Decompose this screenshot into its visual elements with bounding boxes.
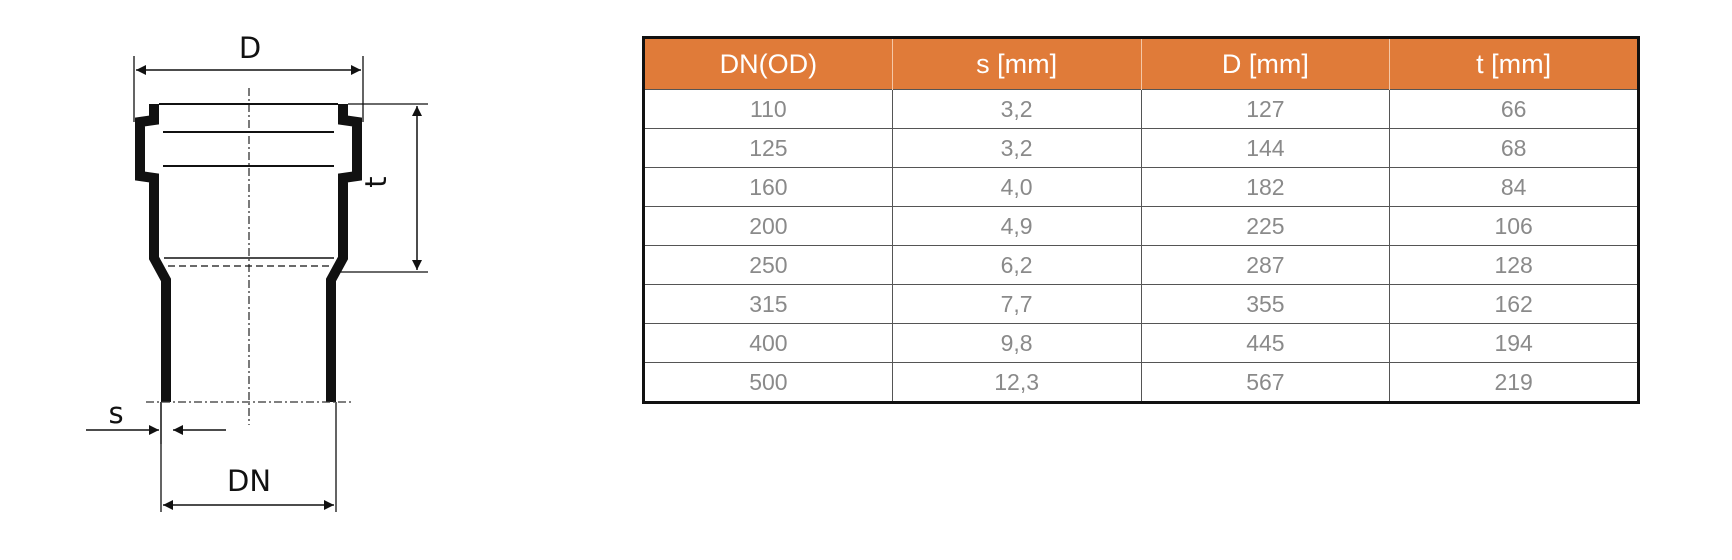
table-row: 125 3,2 144 68 bbox=[643, 128, 1639, 168]
header-wall-thickness: s [mm] bbox=[891, 37, 1141, 90]
cell-t: 194 bbox=[1389, 323, 1639, 363]
pipe-left-wall bbox=[135, 104, 171, 402]
d-label: D bbox=[239, 31, 261, 65]
cell-dn: 160 bbox=[643, 167, 893, 207]
cell-s: 4,9 bbox=[891, 206, 1141, 246]
t-label: t bbox=[359, 176, 393, 187]
cell-d: 127 bbox=[1140, 89, 1390, 129]
cell-dn: 125 bbox=[643, 128, 893, 168]
cell-t: 84 bbox=[1389, 167, 1639, 207]
cell-d: 355 bbox=[1140, 284, 1390, 324]
cell-d: 287 bbox=[1140, 245, 1390, 285]
pipe-dimensions-table: DN(OD) s [mm] D [mm] t [mm] 110 3,2 127 … bbox=[642, 36, 1640, 404]
table-row: 500 12,3 567 219 bbox=[643, 362, 1639, 403]
cell-s: 7,7 bbox=[891, 284, 1141, 324]
table-row: 200 4,9 225 106 bbox=[643, 206, 1639, 246]
table-row: 250 6,2 287 128 bbox=[643, 245, 1639, 285]
cell-d: 182 bbox=[1140, 167, 1390, 207]
header-dn-od: DN(OD) bbox=[643, 37, 893, 90]
table-header-row: DN(OD) s [mm] D [mm] t [mm] bbox=[643, 37, 1639, 90]
header-outer-diameter: D [mm] bbox=[1140, 37, 1390, 90]
cell-s: 3,2 bbox=[891, 89, 1141, 129]
cell-s: 3,2 bbox=[891, 128, 1141, 168]
cell-s: 9,8 bbox=[891, 323, 1141, 363]
cell-d: 567 bbox=[1140, 362, 1390, 403]
cell-dn: 200 bbox=[643, 206, 893, 246]
cell-d: 225 bbox=[1140, 206, 1390, 246]
cell-s: 12,3 bbox=[891, 362, 1141, 403]
cell-t: 106 bbox=[1389, 206, 1639, 246]
table-row: 315 7,7 355 162 bbox=[643, 284, 1639, 324]
cell-t: 128 bbox=[1389, 245, 1639, 285]
pipe-socket-drawing: D t s DN bbox=[86, 31, 428, 512]
cell-t: 219 bbox=[1389, 362, 1639, 403]
cell-dn: 315 bbox=[643, 284, 893, 324]
cell-t: 162 bbox=[1389, 284, 1639, 324]
table-row: 160 4,0 182 84 bbox=[643, 167, 1639, 207]
cell-d: 144 bbox=[1140, 128, 1390, 168]
cell-dn: 400 bbox=[643, 323, 893, 363]
cell-t: 68 bbox=[1389, 128, 1639, 168]
cell-d: 445 bbox=[1140, 323, 1390, 363]
cell-s: 6,2 bbox=[891, 245, 1141, 285]
header-socket-depth: t [mm] bbox=[1389, 37, 1639, 90]
s-label: s bbox=[108, 396, 123, 430]
cell-dn: 110 bbox=[643, 89, 893, 129]
cell-s: 4,0 bbox=[891, 167, 1141, 207]
cell-dn: 500 bbox=[643, 362, 893, 403]
dn-label: DN bbox=[227, 464, 271, 498]
cell-dn: 250 bbox=[643, 245, 893, 285]
cell-t: 66 bbox=[1389, 89, 1639, 129]
table-row: 110 3,2 127 66 bbox=[643, 89, 1639, 129]
pipe-right-wall bbox=[326, 104, 362, 402]
table-row: 400 9,8 445 194 bbox=[643, 323, 1639, 363]
